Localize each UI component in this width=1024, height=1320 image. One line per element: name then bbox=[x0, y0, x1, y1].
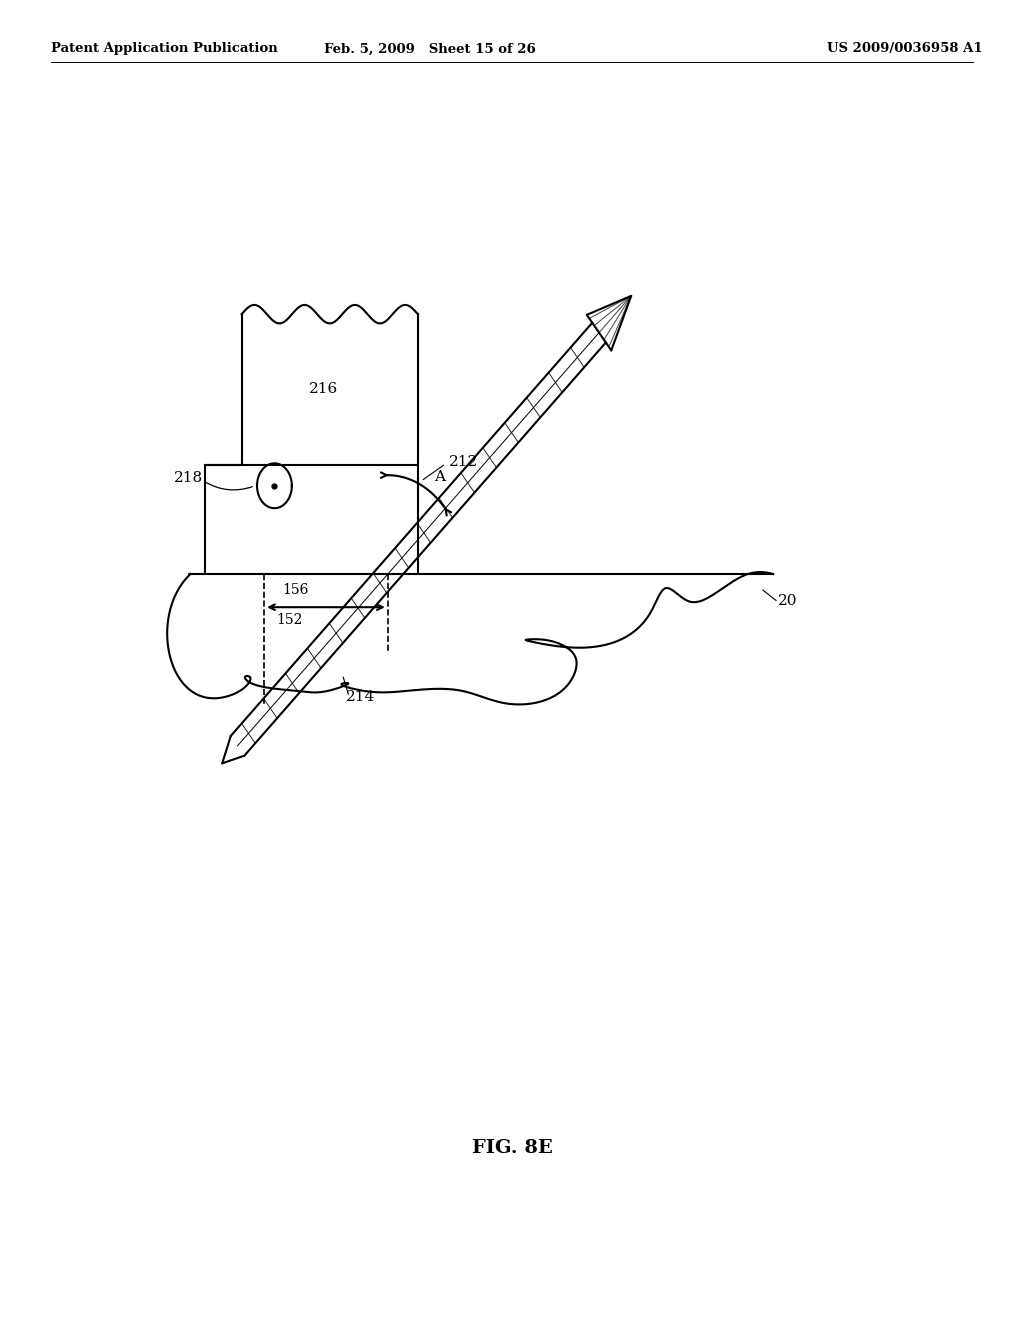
Text: 156: 156 bbox=[283, 583, 309, 597]
Text: 214: 214 bbox=[346, 690, 376, 704]
Text: 216: 216 bbox=[309, 383, 339, 396]
Text: 218: 218 bbox=[174, 471, 203, 484]
Text: 152: 152 bbox=[276, 614, 303, 627]
FancyArrowPatch shape bbox=[205, 482, 252, 490]
Text: Feb. 5, 2009   Sheet 15 of 26: Feb. 5, 2009 Sheet 15 of 26 bbox=[325, 42, 536, 55]
Text: 20: 20 bbox=[778, 594, 798, 607]
Text: Patent Application Publication: Patent Application Publication bbox=[51, 42, 278, 55]
Text: US 2009/0036958 A1: US 2009/0036958 A1 bbox=[827, 42, 983, 55]
Text: FIG. 8E: FIG. 8E bbox=[472, 1139, 552, 1158]
Text: A: A bbox=[434, 470, 445, 484]
Text: 212: 212 bbox=[449, 455, 478, 470]
